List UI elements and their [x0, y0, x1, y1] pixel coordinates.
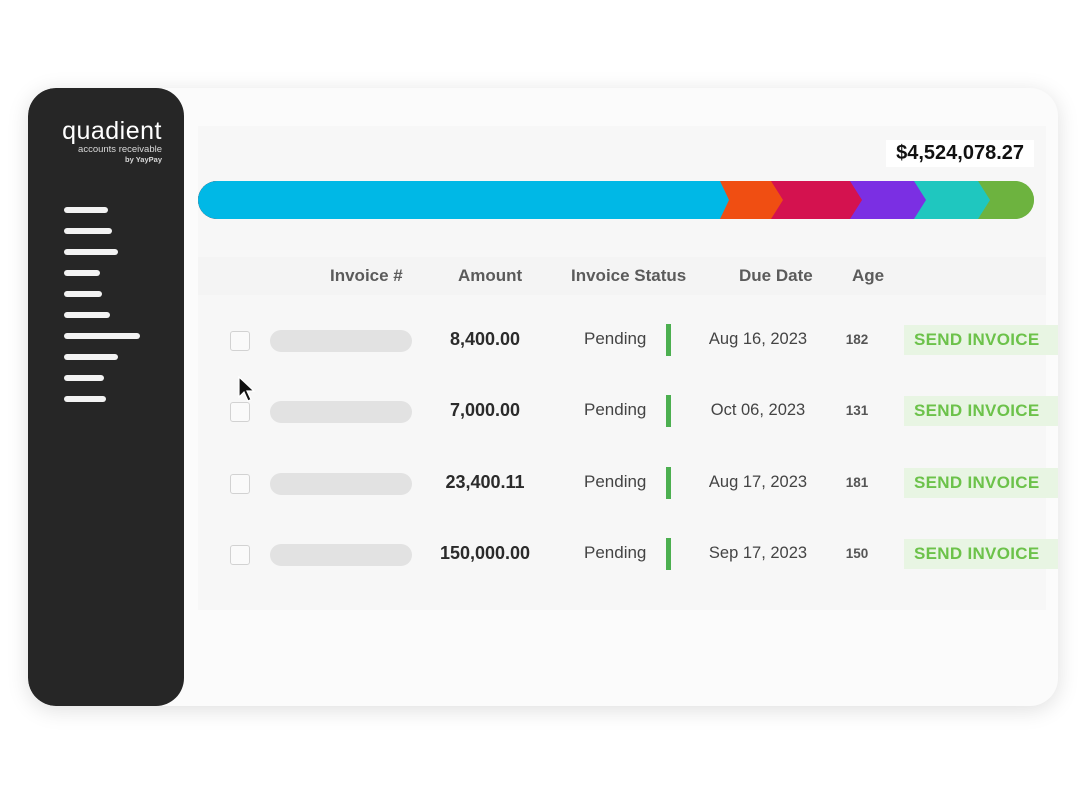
main-panel: $4,524,078.27 Invoice # Amount Invoice S…	[198, 126, 1058, 610]
invoice-amount: 7,000.00	[449, 400, 521, 420]
invoice-status: Pending	[584, 472, 647, 491]
invoice-status: Pending	[584, 400, 647, 419]
table-row: 7,000.00 Pending Oct 06, 2023 131 SEND I…	[198, 384, 1058, 440]
invoice-status: Pending	[584, 329, 647, 348]
sidebar: quadient accounts receivable by YayPay	[28, 88, 184, 706]
invoice-amount: 8,400.00	[449, 329, 521, 349]
invoice-number-placeholder	[270, 330, 412, 352]
status-indicator	[666, 395, 671, 427]
menu-line	[64, 375, 104, 381]
send-invoice-button[interactable]: SEND INVOICE	[904, 325, 1058, 355]
app-window: quadient accounts receivable by YayPay $…	[28, 88, 1058, 706]
due-date: Aug 16, 2023	[708, 330, 808, 348]
menu-line	[64, 354, 118, 360]
aging-bar-svg	[198, 181, 1034, 219]
row-checkbox[interactable]	[230, 474, 250, 494]
invoice-age: 182	[845, 332, 869, 347]
table-header: Invoice # Amount Invoice Status Due Date…	[198, 257, 1046, 295]
due-date: Sep 17, 2023	[708, 544, 808, 562]
row-checkbox[interactable]	[230, 331, 250, 351]
menu-line	[64, 312, 110, 318]
col-invoice-number[interactable]: Invoice #	[330, 266, 403, 285]
brand-logo: quadient accounts receivable by YayPay	[52, 118, 162, 165]
table-row: 8,400.00 Pending Aug 16, 2023 182 SEND I…	[198, 313, 1058, 369]
menu-line	[64, 228, 112, 234]
aging-segment-1	[198, 181, 729, 219]
row-checkbox[interactable]	[230, 402, 250, 422]
aging-bar	[198, 181, 1034, 219]
invoice-number-placeholder	[270, 473, 412, 495]
status-indicator	[666, 467, 671, 499]
invoice-status: Pending	[584, 543, 647, 562]
table-row: 150,000.00 Pending Sep 17, 2023 150 SEND…	[198, 527, 1058, 583]
status-indicator	[666, 324, 671, 356]
menu-line	[64, 396, 106, 402]
menu-line	[64, 270, 100, 276]
menu-line	[64, 207, 108, 213]
status-indicator	[666, 538, 671, 570]
invoice-age: 150	[845, 546, 869, 561]
mouse-pointer-icon	[238, 376, 256, 402]
due-date: Aug 17, 2023	[708, 473, 808, 491]
col-due-date[interactable]: Due Date	[739, 266, 813, 285]
invoice-number-placeholder	[270, 544, 412, 566]
invoice-age: 131	[845, 403, 869, 418]
due-date: Oct 06, 2023	[710, 401, 806, 419]
invoice-age: 181	[845, 475, 869, 490]
invoice-amount: 150,000.00	[439, 543, 531, 563]
brand-name: quadient	[62, 117, 162, 145]
table-row: 23,400.11 Pending Aug 17, 2023 181 SEND …	[198, 456, 1058, 512]
col-age[interactable]: Age	[852, 266, 885, 285]
total-amount: $4,524,078.27	[886, 140, 1034, 167]
invoice-amount: 23,400.11	[445, 472, 525, 492]
send-invoice-button[interactable]: SEND INVOICE	[904, 539, 1058, 569]
brand-product: accounts receivable	[78, 144, 162, 155]
col-amount[interactable]: Amount	[458, 266, 523, 285]
menu-line	[64, 249, 118, 255]
invoice-number-placeholder	[270, 401, 412, 423]
row-checkbox[interactable]	[230, 545, 250, 565]
send-invoice-button[interactable]: SEND INVOICE	[904, 468, 1058, 498]
menu-line	[64, 333, 140, 339]
brand-byline: by YayPay	[125, 155, 162, 164]
menu-line	[64, 291, 102, 297]
send-invoice-button[interactable]: SEND INVOICE	[904, 396, 1058, 426]
col-invoice-status[interactable]: Invoice Status	[571, 266, 687, 285]
